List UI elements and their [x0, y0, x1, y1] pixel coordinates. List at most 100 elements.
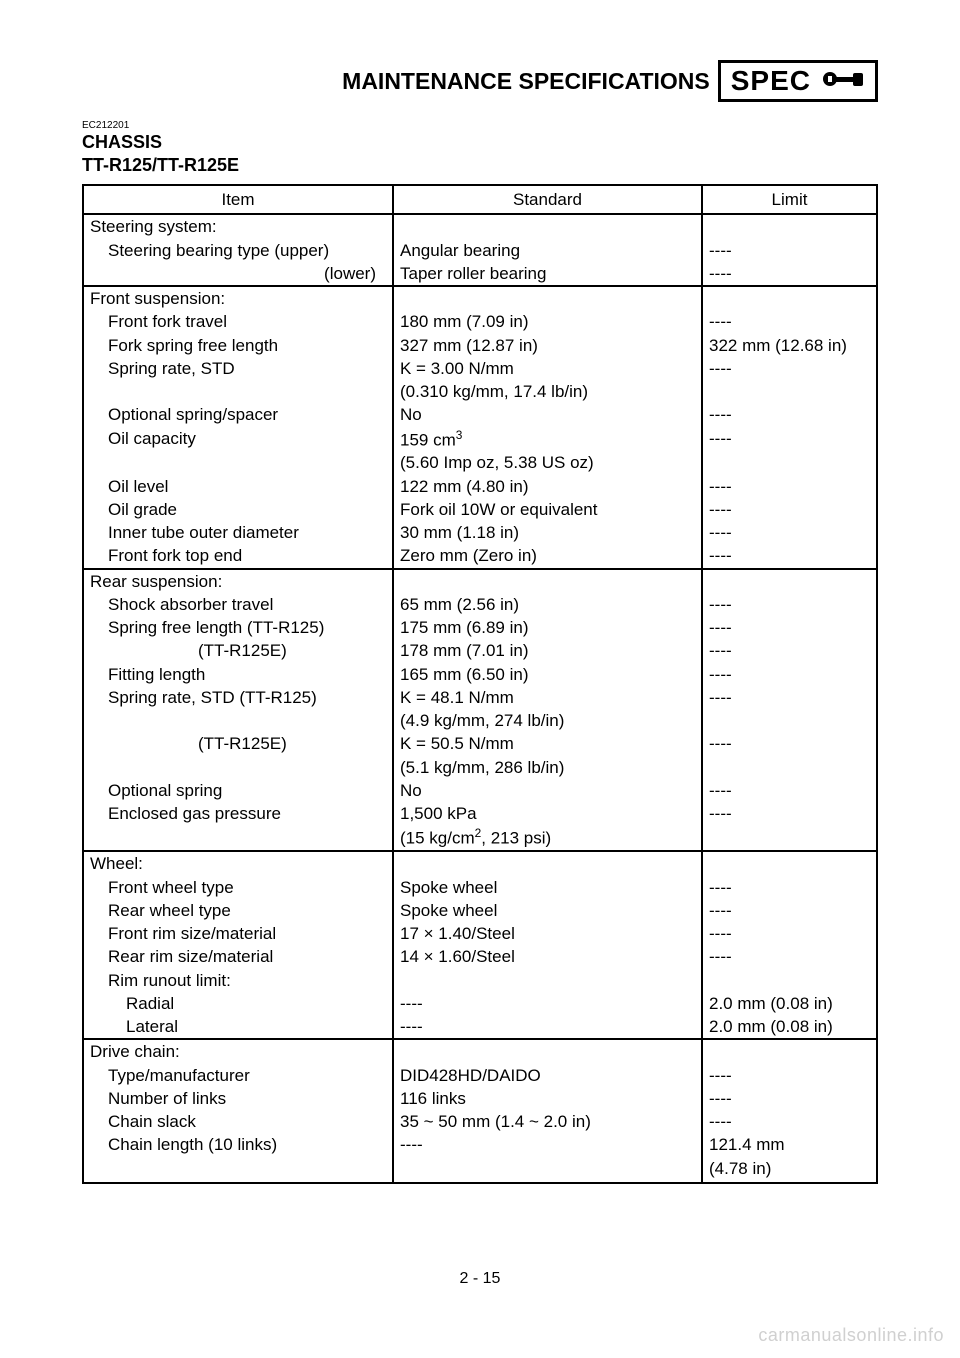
table-cell: ---- [702, 475, 877, 498]
table-cell: ---- [702, 239, 877, 262]
table-cell: ---- [702, 521, 877, 544]
table-cell: Taper roller bearing [393, 262, 702, 286]
table-cell: Rear wheel type [83, 899, 393, 922]
table-cell: ---- [702, 945, 877, 968]
table-cell: 327 mm (12.87 in) [393, 334, 702, 357]
table-row: (4.78 in) [83, 1157, 877, 1183]
table-cell [83, 709, 393, 732]
table-cell: Radial [83, 992, 393, 1015]
table-cell: (lower) [83, 262, 393, 286]
wrench-icon [821, 67, 865, 95]
page-number: 2 - 15 [0, 1270, 960, 1288]
table-row: Spring free length (TT-R125)175 mm (6.89… [83, 616, 877, 639]
spec-table: Item Standard Limit Steering system:Stee… [82, 184, 878, 1184]
table-cell: 116 links [393, 1087, 702, 1110]
section-heading-1: CHASSIS [82, 131, 878, 154]
table-cell [83, 825, 393, 851]
table-cell: ---- [702, 732, 877, 755]
col-item: Item [83, 185, 393, 214]
table-cell: ---- [702, 1110, 877, 1133]
table-cell: (5.1 kg/mm, 286 lb/in) [393, 756, 702, 779]
table-cell: 17 × 1.40/Steel [393, 922, 702, 945]
table-cell: 122 mm (4.80 in) [393, 475, 702, 498]
table-cell: Chain length (10 links) [83, 1133, 393, 1156]
table-cell: (TT-R125E) [83, 639, 393, 662]
table-cell: ---- [393, 1133, 702, 1156]
table-row: (TT-R125E)K = 50.5 N/mm---- [83, 732, 877, 755]
table-row: Number of links116 links---- [83, 1087, 877, 1110]
table-cell: 178 mm (7.01 in) [393, 639, 702, 662]
table-cell: Steering system: [83, 214, 393, 238]
table-row: Rear wheel typeSpoke wheel---- [83, 899, 877, 922]
table-cell [702, 569, 877, 593]
table-cell: Wheel: [83, 851, 393, 875]
section-heading-2: TT-R125/TT-R125E [82, 154, 878, 177]
table-cell: Rear rim size/material [83, 945, 393, 968]
table-row: (15 kg/cm2, 213 psi) [83, 825, 877, 851]
table-cell: Oil grade [83, 498, 393, 521]
table-row: Optional spring/spacerNo---- [83, 403, 877, 426]
table-row: Oil capacity159 cm3---- [83, 427, 877, 452]
watermark: carmanualsonline.info [758, 1325, 944, 1346]
table-row: Spring rate, STD (TT-R125)K = 48.1 N/mm-… [83, 686, 877, 709]
page-header: MAINTENANCE SPECIFICATIONS SPEC [82, 60, 878, 102]
table-cell [702, 969, 877, 992]
table-cell: ---- [702, 1064, 877, 1087]
table-cell: 322 mm (12.68 in) [702, 334, 877, 357]
table-body: Steering system:Steering bearing type (u… [83, 214, 877, 1183]
table-row: Rear rim size/material14 × 1.60/Steel---… [83, 945, 877, 968]
table-row: Chain slack35 ~ 50 mm (1.4 ~ 2.0 in)---- [83, 1110, 877, 1133]
table-row: Steering bearing type (upper)Angular bea… [83, 239, 877, 262]
table-cell: Oil capacity [83, 427, 393, 452]
table-cell: (15 kg/cm2, 213 psi) [393, 825, 702, 851]
table-cell: ---- [702, 262, 877, 286]
table-row: Shock absorber travel65 mm (2.56 in)---- [83, 593, 877, 616]
table-cell: Inner tube outer diameter [83, 521, 393, 544]
col-limit: Limit [702, 185, 877, 214]
table-row: Fork spring free length327 mm (12.87 in)… [83, 334, 877, 357]
table-cell [702, 851, 877, 875]
table-cell [702, 214, 877, 238]
table-cell: ---- [702, 357, 877, 380]
table-row: (0.310 kg/mm, 17.4 lb/in) [83, 380, 877, 403]
table-cell: Front rim size/material [83, 922, 393, 945]
table-row: Lateral----2.0 mm (0.08 in) [83, 1015, 877, 1039]
table-section-header: Rear suspension: [83, 569, 877, 593]
table-cell: ---- [702, 403, 877, 426]
table-cell: ---- [702, 639, 877, 662]
col-standard: Standard [393, 185, 702, 214]
table-cell: Spring rate, STD (TT-R125) [83, 686, 393, 709]
table-cell [83, 451, 393, 474]
table-cell: ---- [702, 593, 877, 616]
table-cell: Zero mm (Zero in) [393, 544, 702, 568]
table-cell: ---- [702, 899, 877, 922]
table-cell: Enclosed gas pressure [83, 802, 393, 825]
table-section-header: Wheel: [83, 851, 877, 875]
table-cell: Drive chain: [83, 1039, 393, 1063]
table-cell [393, 851, 702, 875]
table-cell: 180 mm (7.09 in) [393, 310, 702, 333]
table-section-header: Front suspension: [83, 286, 877, 310]
table-cell: ---- [702, 802, 877, 825]
table-cell [702, 825, 877, 851]
table-cell [83, 1157, 393, 1183]
table-cell: Front suspension: [83, 286, 393, 310]
table-cell: ---- [702, 310, 877, 333]
spec-label: SPEC [731, 65, 811, 97]
table-row: Front rim size/material17 × 1.40/Steel--… [83, 922, 877, 945]
table-row: Fitting length165 mm (6.50 in)---- [83, 663, 877, 686]
table-cell: (TT-R125E) [83, 732, 393, 755]
table-cell: ---- [702, 1087, 877, 1110]
table-cell [702, 709, 877, 732]
doc-code: EC212201 [82, 120, 878, 131]
table-cell: Oil level [83, 475, 393, 498]
page-title: MAINTENANCE SPECIFICATIONS [342, 60, 718, 102]
table-cell: Optional spring/spacer [83, 403, 393, 426]
table-cell: Front wheel type [83, 876, 393, 899]
table-cell: Spring rate, STD [83, 357, 393, 380]
table-cell: Fork spring free length [83, 334, 393, 357]
table-cell: ---- [702, 498, 877, 521]
table-cell: 2.0 mm (0.08 in) [702, 992, 877, 1015]
table-cell: Front fork top end [83, 544, 393, 568]
table-cell: Spoke wheel [393, 876, 702, 899]
